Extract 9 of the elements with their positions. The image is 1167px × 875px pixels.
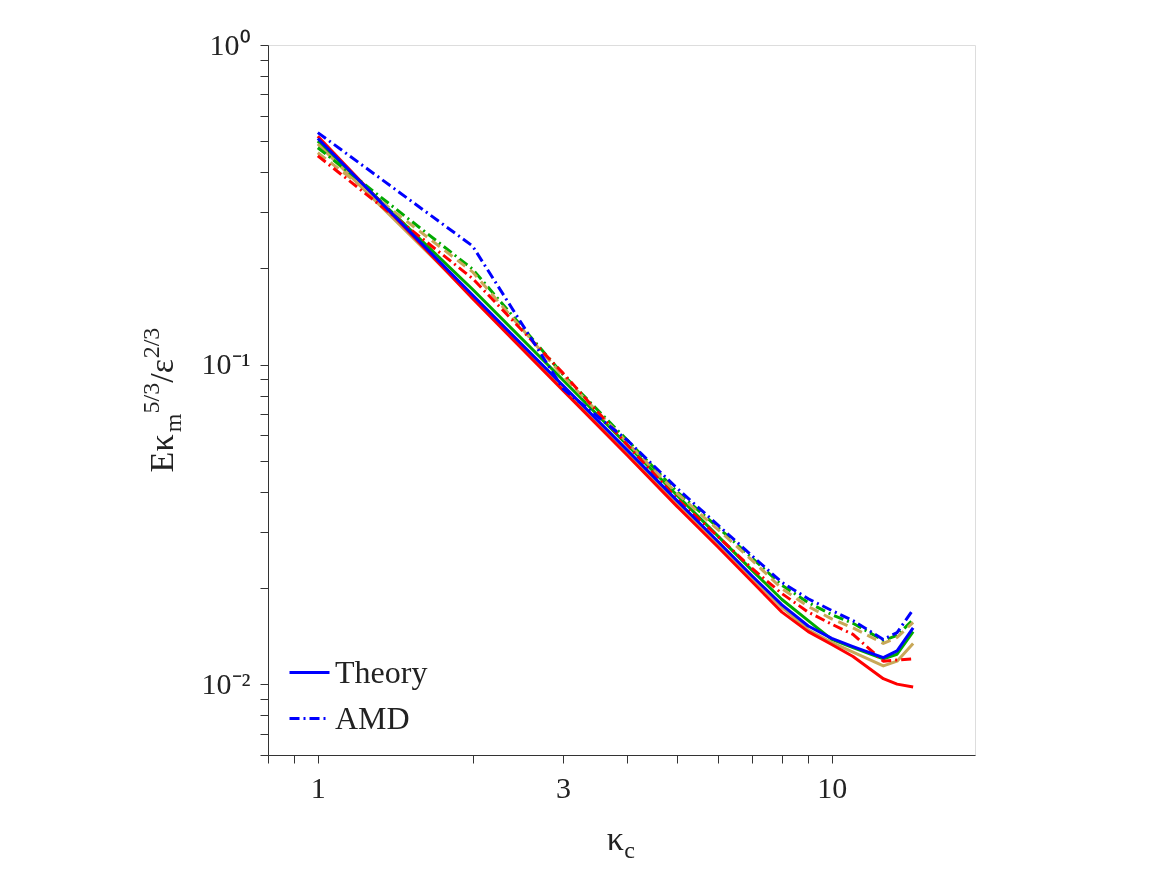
y-tick-label: 10⁻² xyxy=(201,666,251,700)
x-tick-label: 1 xyxy=(310,770,326,804)
legend-label: AMD xyxy=(335,699,410,736)
x-tick-label: 10 xyxy=(817,770,848,804)
y-axis-title: Eκm5/3/ε2/3 xyxy=(138,327,186,473)
y-tick-label: 10⁰ xyxy=(209,27,251,61)
y-tick-label: 10⁻¹ xyxy=(201,347,251,381)
x-tick-label: 3 xyxy=(556,770,572,804)
legend-label: Theory xyxy=(335,653,428,690)
